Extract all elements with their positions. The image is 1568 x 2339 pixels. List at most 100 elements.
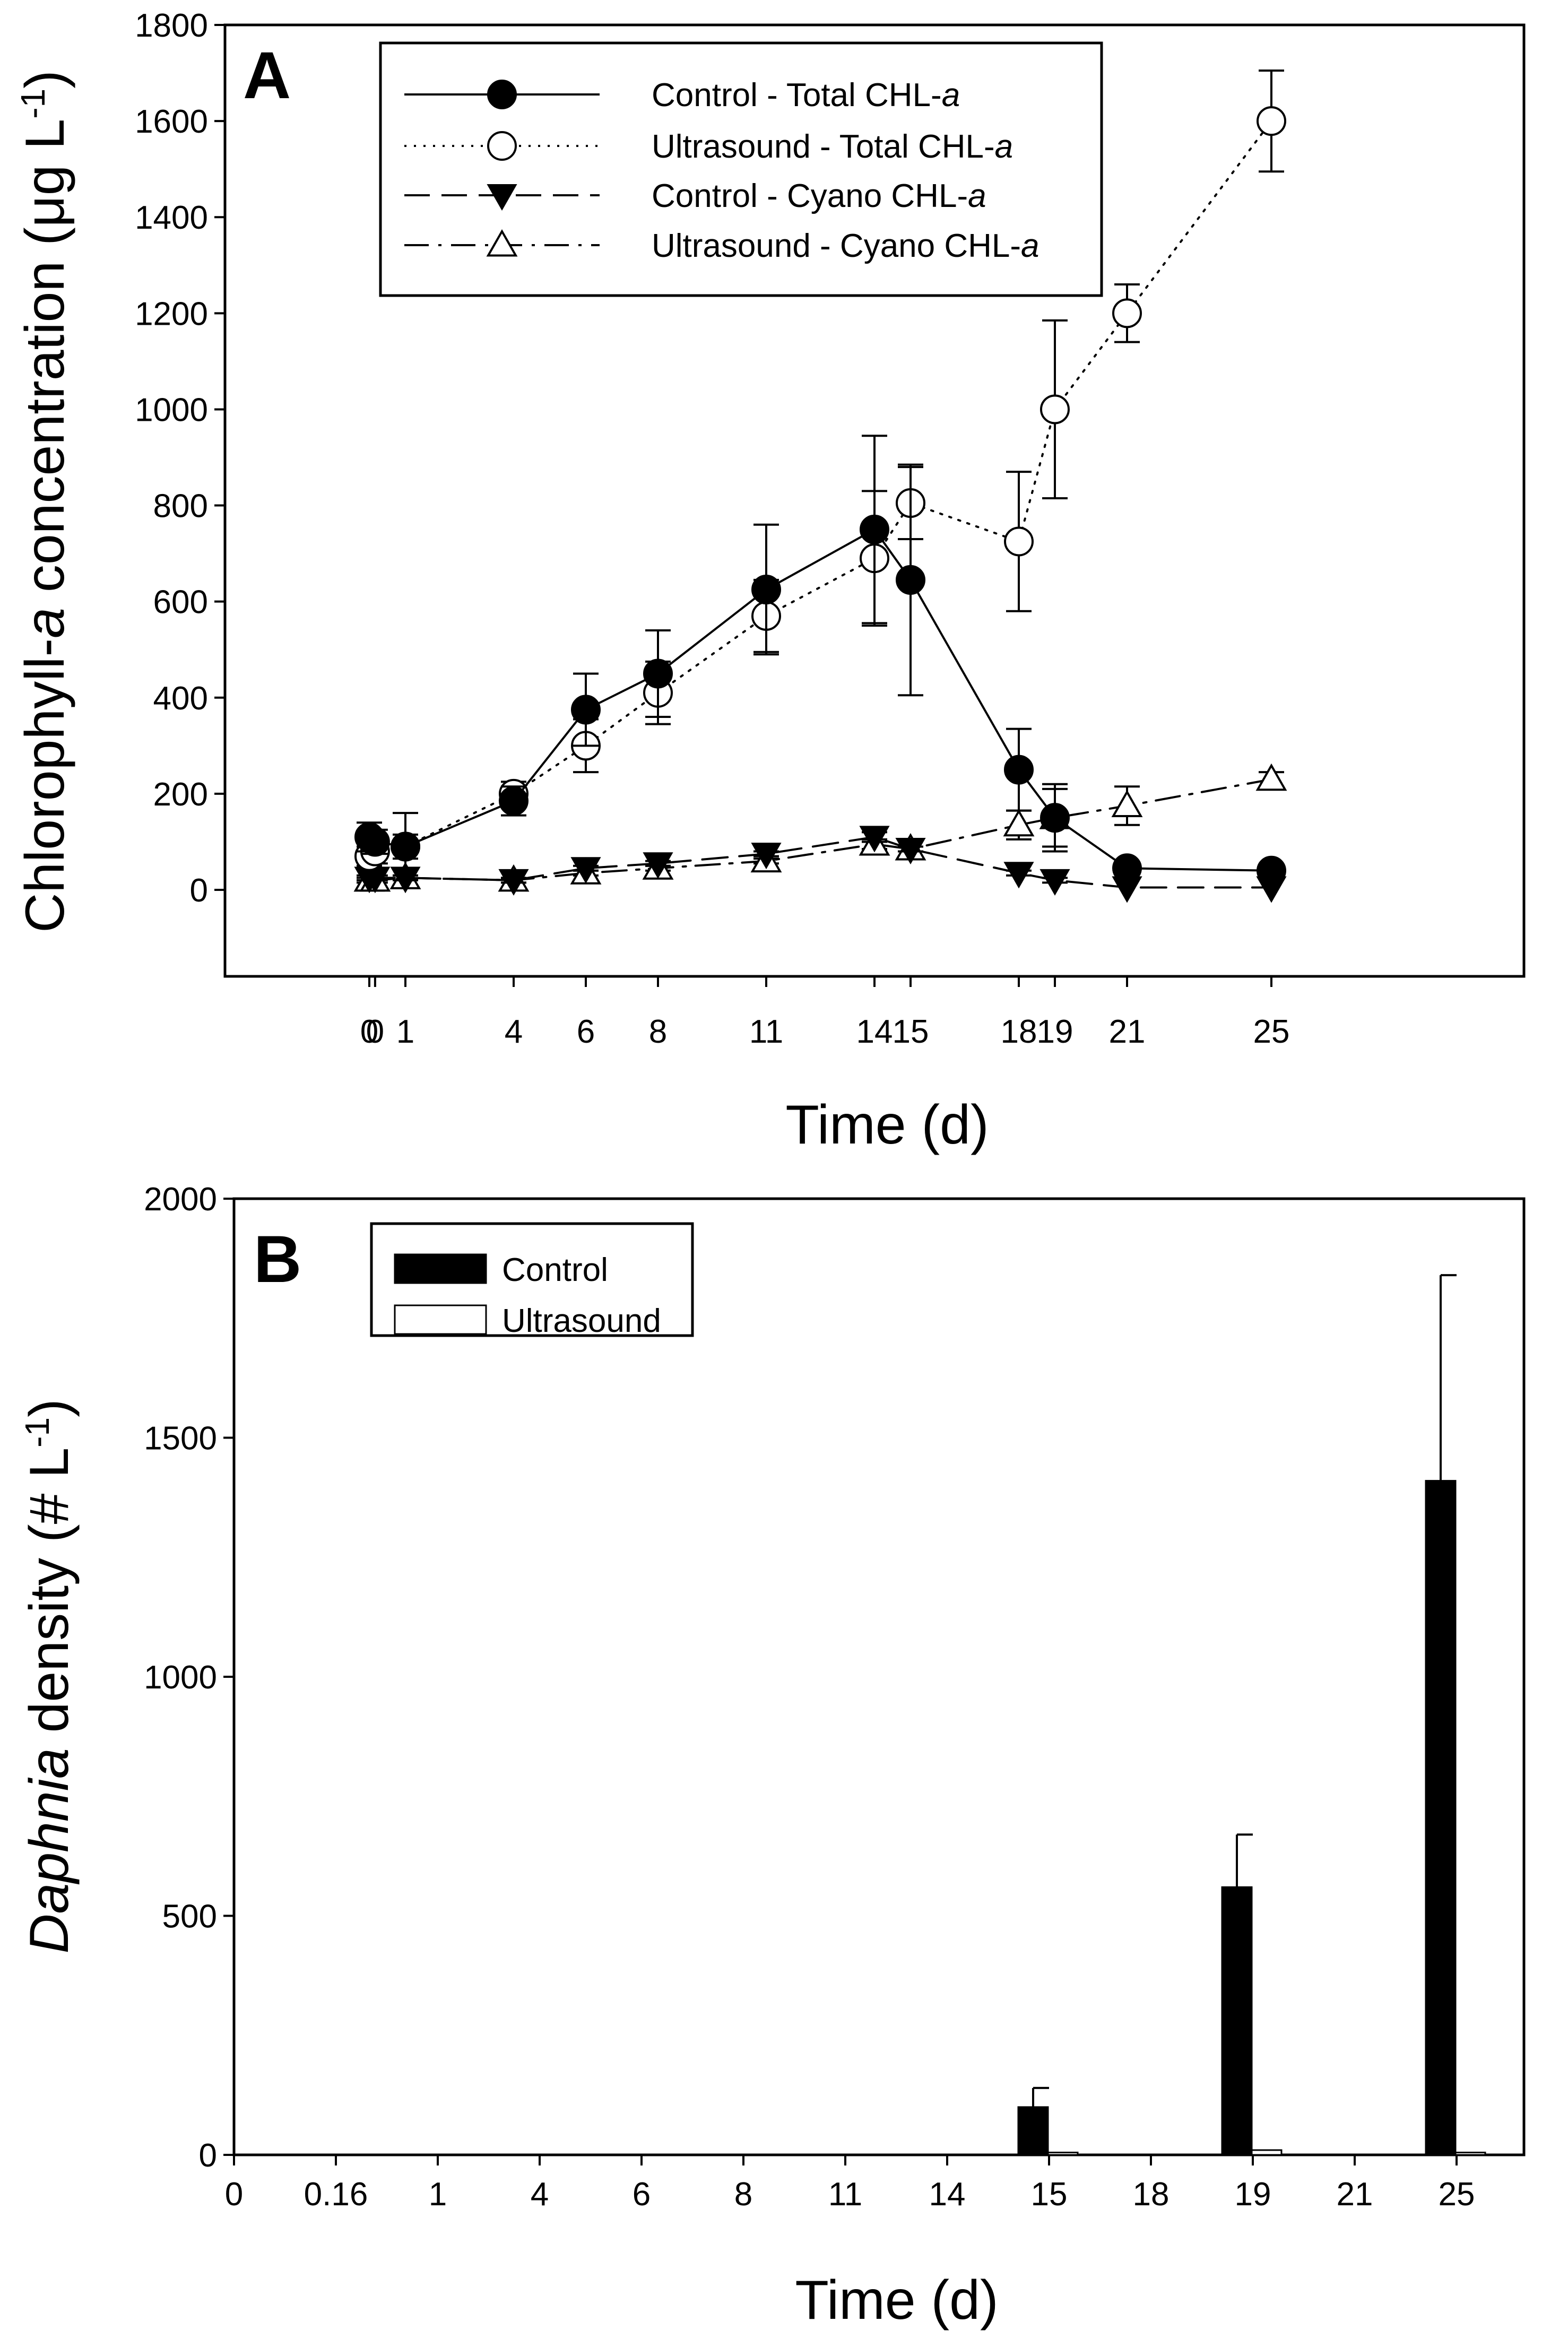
y-tick-label: 0 bbox=[199, 2137, 217, 2174]
legend-label: Ultrasound - Cyano CHL-a bbox=[652, 228, 1039, 264]
y-tick-label: 800 bbox=[153, 488, 208, 525]
y-tick-label: 1400 bbox=[135, 200, 208, 236]
x-tick-label: 11 bbox=[749, 1013, 783, 1050]
bar-series-1 bbox=[1047, 2149, 1486, 2156]
y-tick-label: 1600 bbox=[135, 103, 208, 140]
y-tick-label: 1000 bbox=[144, 1659, 217, 1696]
y-tick-label: 1500 bbox=[144, 1420, 217, 1457]
y-title-part: Chlorophyll- bbox=[14, 638, 76, 933]
y-tick-label: 2000 bbox=[144, 1181, 217, 1218]
data-point bbox=[1040, 394, 1070, 425]
data-point bbox=[1257, 106, 1286, 136]
legend-label: Control bbox=[502, 1252, 608, 1288]
x-tick-label: 21 bbox=[1337, 2176, 1373, 2213]
data-point bbox=[360, 827, 390, 857]
x-tick-label: 18 bbox=[1133, 2176, 1169, 2213]
y-title-part: ) bbox=[19, 1399, 80, 1417]
legend-label-text: Ultrasound - Total CHL- bbox=[652, 128, 995, 165]
x-tick-label: 6 bbox=[633, 2176, 651, 2213]
data-point bbox=[751, 575, 781, 605]
data-point bbox=[391, 831, 420, 862]
data-point bbox=[486, 229, 518, 257]
legend-label-italic: a bbox=[1021, 228, 1039, 264]
x-tick-label: 25 bbox=[1439, 2176, 1475, 2213]
x-tick-label: 19 bbox=[1235, 2176, 1271, 2213]
data-point bbox=[1257, 855, 1286, 886]
panel-a-x-axis-title: Time (d) bbox=[785, 1094, 989, 1156]
x-tick-label: 14 bbox=[929, 2176, 966, 2213]
series-line bbox=[368, 528, 1272, 872]
y-tick-label: 200 bbox=[153, 776, 208, 813]
legend-label-italic: a bbox=[995, 128, 1013, 165]
data-point bbox=[1004, 526, 1034, 557]
legend-label-text: Control - Total CHL- bbox=[652, 77, 942, 114]
data-point bbox=[1255, 763, 1287, 791]
data-point bbox=[751, 843, 782, 870]
y-tick-label: 400 bbox=[153, 680, 208, 717]
y-title-italic: Daphnia bbox=[19, 1748, 80, 1953]
x-tick-label: 18 bbox=[1001, 1013, 1037, 1050]
panel-b-x-axis-title: Time (d) bbox=[795, 2269, 998, 2331]
x-tick-label: 1 bbox=[429, 2176, 447, 2213]
data-point bbox=[571, 695, 601, 725]
y-title-part: concentration (μg L bbox=[14, 119, 76, 608]
data-point bbox=[1112, 853, 1142, 883]
panel-b-y-axis-title: Daphnia density (# L-1) bbox=[18, 1399, 80, 1953]
legend-swatch bbox=[394, 1253, 487, 1284]
data-point bbox=[895, 838, 926, 865]
data-point bbox=[499, 786, 529, 816]
x-tick-label: 0 bbox=[360, 1013, 378, 1050]
data-point bbox=[498, 869, 529, 896]
data-point bbox=[570, 857, 601, 884]
legend-swatch bbox=[394, 1304, 487, 1335]
x-tick-label: 21 bbox=[1109, 1013, 1146, 1050]
legend-label: Control - Cyano CHL-a bbox=[652, 178, 986, 214]
data-point bbox=[896, 565, 925, 595]
data-point bbox=[487, 80, 517, 109]
panel-b-bars bbox=[1017, 1274, 1486, 2156]
data-point bbox=[1003, 862, 1034, 889]
x-tick-label: 8 bbox=[734, 2176, 752, 2213]
data-point bbox=[643, 852, 673, 879]
data-point bbox=[643, 659, 673, 689]
data-point bbox=[1003, 809, 1035, 837]
bar bbox=[1425, 1480, 1457, 2156]
x-tick-label: 19 bbox=[1037, 1013, 1073, 1050]
panel-a-series bbox=[353, 70, 1287, 903]
bar bbox=[1017, 2106, 1049, 2156]
bar bbox=[1251, 2149, 1283, 2156]
bar bbox=[1221, 1886, 1253, 2156]
y-title-italic: a bbox=[14, 608, 76, 638]
y-tick-label: 1000 bbox=[135, 392, 208, 428]
x-tick-label: 8 bbox=[649, 1013, 667, 1050]
y-tick-label: 1200 bbox=[135, 296, 208, 332]
data-point bbox=[859, 826, 890, 853]
x-tick-label: 4 bbox=[505, 1013, 523, 1050]
legend-label: Ultrasound bbox=[502, 1303, 661, 1339]
y-title-part: ) bbox=[14, 70, 76, 89]
legend-label-text: Ultrasound - Cyano CHL- bbox=[652, 228, 1021, 264]
x-tick-label: 6 bbox=[577, 1013, 595, 1050]
y-tick-label: 500 bbox=[162, 1899, 217, 1935]
data-point bbox=[860, 514, 889, 544]
x-tick-label: 1 bbox=[396, 1013, 414, 1050]
series-0 bbox=[354, 435, 1286, 886]
data-point bbox=[1040, 803, 1070, 833]
data-point bbox=[1112, 298, 1142, 328]
legend-label-text: Control - Cyano CHL- bbox=[652, 178, 968, 214]
x-tick-label: 0 bbox=[366, 1013, 384, 1050]
legend-label: Control - Total CHL-a bbox=[652, 77, 960, 114]
legend-label: Ultrasound - Total CHL-a bbox=[652, 128, 1013, 165]
y-title-superscript: -1 bbox=[14, 89, 52, 119]
x-tick-label: 15 bbox=[893, 1013, 929, 1050]
data-point bbox=[487, 184, 517, 211]
legend-label-italic: a bbox=[968, 178, 986, 214]
bar bbox=[1454, 2151, 1486, 2156]
panel-b-label: B bbox=[254, 1223, 301, 1296]
x-tick-label: 0 bbox=[225, 2176, 243, 2213]
legend-label-italic: a bbox=[942, 77, 960, 114]
series-2 bbox=[354, 826, 1287, 903]
